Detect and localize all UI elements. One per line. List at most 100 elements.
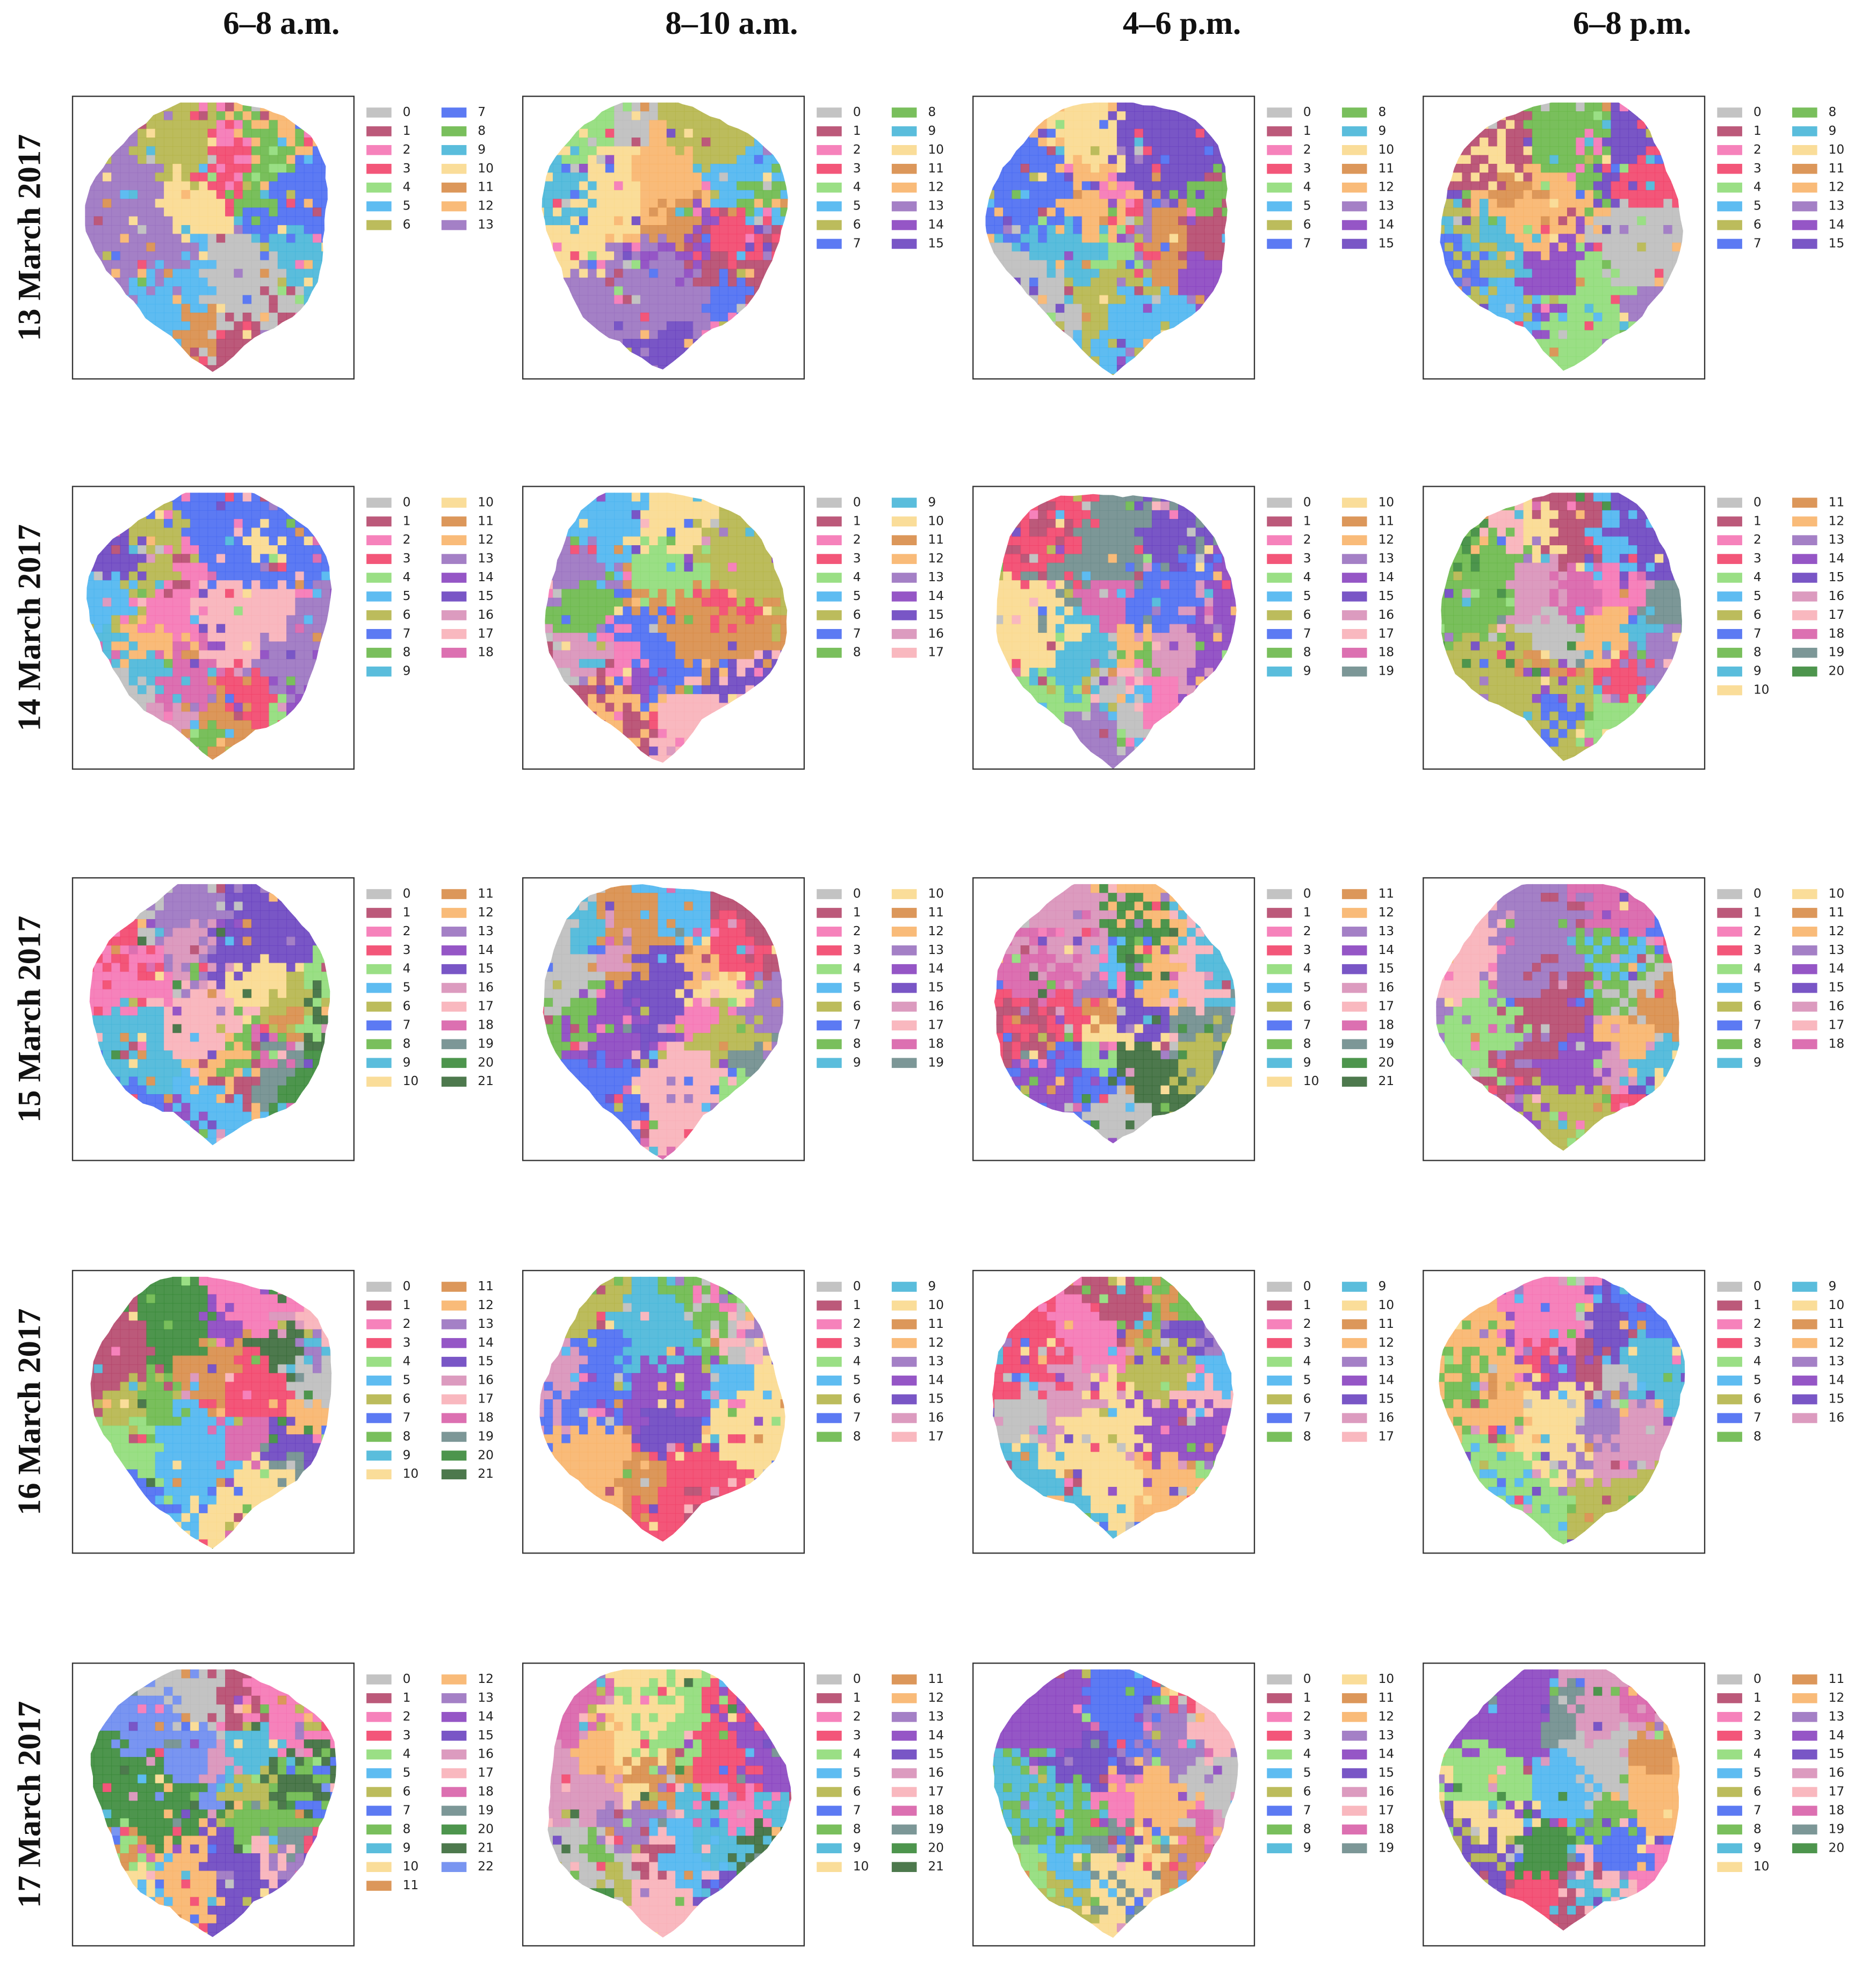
map-cell — [1029, 190, 1039, 200]
map-cell — [1020, 286, 1030, 296]
map-cell — [172, 615, 182, 625]
map-cell — [985, 190, 995, 200]
legend-swatch — [1267, 145, 1292, 155]
map-cell — [771, 146, 781, 156]
map-cell — [1029, 199, 1039, 208]
map-cell — [1108, 181, 1117, 191]
map-cell — [561, 155, 571, 164]
map-cell — [138, 493, 147, 502]
map-cell — [1444, 321, 1454, 331]
map-cell — [163, 729, 174, 739]
map-cell — [313, 234, 322, 243]
map-cell — [710, 128, 720, 139]
map-cell — [1549, 338, 1559, 349]
map-cell — [339, 624, 348, 633]
map-cell — [339, 527, 348, 537]
map-cell — [172, 365, 182, 372]
map-cell — [93, 225, 103, 235]
map-cell — [1169, 286, 1179, 296]
map-cell — [242, 493, 252, 502]
map-cell — [649, 190, 659, 200]
map-cell — [771, 321, 781, 331]
map-cell — [286, 303, 296, 313]
map-cell — [120, 510, 129, 520]
map-cell — [1116, 295, 1127, 305]
map-cell — [330, 711, 332, 721]
map-cell — [1663, 172, 1673, 182]
map-cell — [614, 128, 624, 139]
map-cell — [1532, 365, 1542, 371]
map-cell — [190, 303, 200, 313]
map-cell — [745, 163, 755, 174]
map-cell — [313, 338, 322, 349]
map-cell — [623, 163, 632, 174]
map-cell — [146, 356, 156, 366]
row-label: 14 March 2017 — [11, 524, 47, 731]
map-cell — [1231, 348, 1240, 357]
map-cell — [225, 312, 235, 322]
map-cell — [1099, 330, 1109, 339]
map-cell — [1108, 251, 1117, 261]
map-cell — [295, 554, 305, 563]
map-cell — [207, 746, 217, 756]
map-cell — [111, 668, 121, 677]
map-cell — [666, 338, 676, 349]
map-cell — [1169, 181, 1179, 191]
map-cell — [313, 163, 322, 174]
map-cell — [111, 580, 121, 590]
map-cell — [1020, 138, 1030, 147]
map-cell — [339, 199, 348, 208]
map-cell — [631, 225, 641, 235]
map-cell — [745, 216, 755, 226]
map-cell — [172, 641, 182, 651]
map-cell — [304, 606, 313, 616]
map-cell — [277, 527, 287, 537]
map-cell — [1116, 356, 1127, 366]
map-cell — [719, 199, 728, 208]
map-cell — [692, 260, 702, 270]
map-cell — [330, 624, 332, 633]
map-cell — [1480, 330, 1489, 339]
map-cell — [102, 321, 112, 331]
map-cell — [754, 260, 764, 270]
map-cell — [1584, 163, 1594, 174]
map-cell — [330, 295, 340, 304]
map-cell — [1038, 120, 1048, 129]
map-cell — [163, 312, 174, 322]
map-cell — [1055, 146, 1065, 156]
map-cell — [994, 216, 1004, 226]
map-cell — [286, 632, 296, 642]
legend-swatch — [1267, 201, 1292, 212]
map-cell — [1593, 172, 1603, 182]
legend-swatch — [1792, 182, 1817, 193]
map-cell — [181, 729, 191, 739]
map-cell — [1440, 181, 1445, 191]
map-cell — [666, 242, 676, 252]
map-cell — [155, 519, 164, 529]
map-cell — [260, 138, 270, 147]
map-cell — [146, 146, 156, 156]
map-cell — [1029, 234, 1039, 243]
map-cell — [190, 519, 200, 529]
map-cell — [234, 562, 243, 572]
map-cell — [1637, 286, 1647, 296]
map-cell — [86, 703, 95, 712]
map-cell — [1576, 172, 1585, 182]
map-cell — [199, 251, 208, 261]
map-cell — [1444, 111, 1454, 121]
map-cells — [86, 493, 348, 760]
map-cell — [295, 597, 305, 608]
map-cell — [666, 102, 676, 112]
map-cell — [207, 668, 217, 677]
map-cell — [1081, 199, 1091, 208]
map-cell — [269, 694, 278, 704]
map-cell — [763, 216, 773, 226]
map-cell — [313, 181, 322, 191]
map-cell — [216, 312, 226, 322]
map-cell — [552, 312, 562, 322]
map-cell — [1453, 138, 1463, 147]
map-cell — [1440, 295, 1445, 305]
map-cell — [1654, 225, 1664, 235]
map-cell — [242, 703, 252, 712]
map-cell — [579, 172, 589, 182]
